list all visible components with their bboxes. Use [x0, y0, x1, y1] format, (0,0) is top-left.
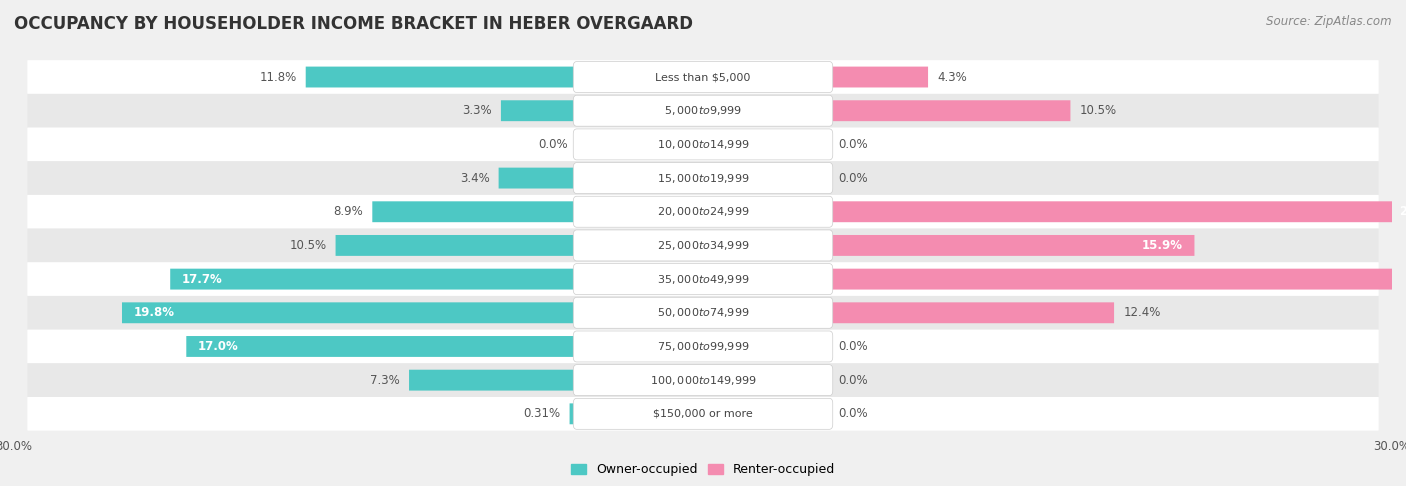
Text: 0.31%: 0.31% [523, 407, 561, 420]
FancyBboxPatch shape [830, 100, 1070, 121]
FancyBboxPatch shape [574, 196, 832, 227]
FancyBboxPatch shape [27, 364, 1379, 397]
FancyBboxPatch shape [574, 364, 832, 396]
Text: $35,000 to $49,999: $35,000 to $49,999 [657, 273, 749, 286]
FancyBboxPatch shape [830, 235, 1195, 256]
Text: 27.1%: 27.1% [1399, 205, 1406, 218]
Legend: Owner-occupied, Renter-occupied: Owner-occupied, Renter-occupied [567, 458, 839, 481]
Text: 0.0%: 0.0% [838, 374, 868, 387]
FancyBboxPatch shape [830, 269, 1406, 290]
FancyBboxPatch shape [830, 67, 928, 87]
FancyBboxPatch shape [27, 161, 1379, 195]
FancyBboxPatch shape [409, 370, 576, 391]
Text: 0.0%: 0.0% [838, 340, 868, 353]
Text: 0.0%: 0.0% [838, 407, 868, 420]
FancyBboxPatch shape [569, 403, 576, 424]
Text: 4.3%: 4.3% [938, 70, 967, 84]
FancyBboxPatch shape [27, 60, 1379, 94]
FancyBboxPatch shape [574, 230, 832, 261]
Text: Source: ZipAtlas.com: Source: ZipAtlas.com [1267, 15, 1392, 28]
FancyBboxPatch shape [186, 336, 576, 357]
Text: $50,000 to $74,999: $50,000 to $74,999 [657, 306, 749, 319]
FancyBboxPatch shape [574, 62, 832, 92]
FancyBboxPatch shape [574, 263, 832, 295]
FancyBboxPatch shape [27, 330, 1379, 364]
FancyBboxPatch shape [574, 399, 832, 429]
Text: 0.0%: 0.0% [838, 172, 868, 185]
Text: $10,000 to $14,999: $10,000 to $14,999 [657, 138, 749, 151]
FancyBboxPatch shape [499, 168, 576, 189]
Text: 10.5%: 10.5% [290, 239, 326, 252]
FancyBboxPatch shape [27, 296, 1379, 330]
Text: 8.9%: 8.9% [333, 205, 363, 218]
Text: 0.0%: 0.0% [538, 138, 568, 151]
FancyBboxPatch shape [27, 228, 1379, 262]
Text: 7.3%: 7.3% [370, 374, 399, 387]
Text: $150,000 or more: $150,000 or more [654, 409, 752, 419]
Text: Less than $5,000: Less than $5,000 [655, 72, 751, 82]
Text: 0.0%: 0.0% [838, 138, 868, 151]
Text: OCCUPANCY BY HOUSEHOLDER INCOME BRACKET IN HEBER OVERGAARD: OCCUPANCY BY HOUSEHOLDER INCOME BRACKET … [14, 15, 693, 33]
FancyBboxPatch shape [830, 302, 1114, 323]
Text: 19.8%: 19.8% [134, 306, 174, 319]
FancyBboxPatch shape [305, 67, 576, 87]
FancyBboxPatch shape [501, 100, 576, 121]
Text: 15.9%: 15.9% [1142, 239, 1182, 252]
FancyBboxPatch shape [170, 269, 576, 290]
Text: $100,000 to $149,999: $100,000 to $149,999 [650, 374, 756, 387]
Text: 12.4%: 12.4% [1123, 306, 1160, 319]
Text: 3.3%: 3.3% [463, 104, 492, 117]
FancyBboxPatch shape [574, 297, 832, 328]
FancyBboxPatch shape [373, 201, 576, 222]
FancyBboxPatch shape [574, 95, 832, 126]
Text: 17.0%: 17.0% [198, 340, 239, 353]
Text: 11.8%: 11.8% [259, 70, 297, 84]
FancyBboxPatch shape [27, 397, 1379, 431]
FancyBboxPatch shape [27, 127, 1379, 161]
Text: 17.7%: 17.7% [181, 273, 222, 286]
Text: $20,000 to $24,999: $20,000 to $24,999 [657, 205, 749, 218]
FancyBboxPatch shape [27, 262, 1379, 296]
Text: $75,000 to $99,999: $75,000 to $99,999 [657, 340, 749, 353]
FancyBboxPatch shape [574, 129, 832, 160]
FancyBboxPatch shape [27, 195, 1379, 228]
Text: $5,000 to $9,999: $5,000 to $9,999 [664, 104, 742, 117]
FancyBboxPatch shape [830, 201, 1406, 222]
Text: 10.5%: 10.5% [1080, 104, 1116, 117]
Text: $25,000 to $34,999: $25,000 to $34,999 [657, 239, 749, 252]
FancyBboxPatch shape [122, 302, 576, 323]
Text: 3.4%: 3.4% [460, 172, 489, 185]
FancyBboxPatch shape [336, 235, 576, 256]
FancyBboxPatch shape [27, 94, 1379, 127]
FancyBboxPatch shape [574, 163, 832, 193]
FancyBboxPatch shape [574, 331, 832, 362]
Text: $15,000 to $19,999: $15,000 to $19,999 [657, 172, 749, 185]
